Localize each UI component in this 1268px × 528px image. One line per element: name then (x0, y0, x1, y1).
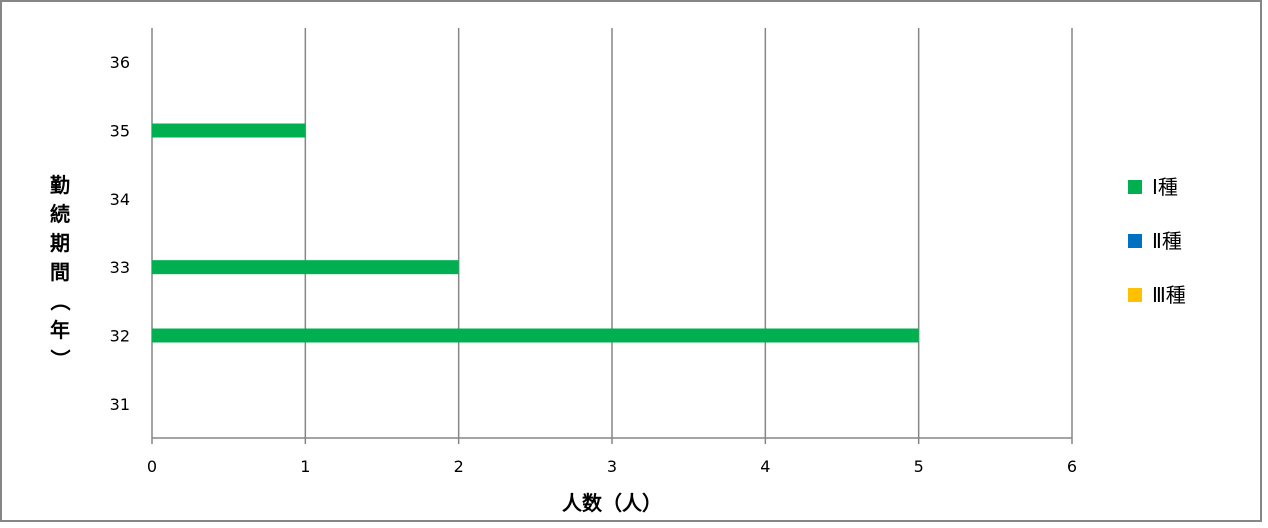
y-tick-label: 36 (110, 53, 130, 72)
y-axis-ticks: 31 32 33 34 35 36 (110, 53, 130, 414)
x-tick-label: 6 (1067, 457, 1077, 476)
bar-32 (152, 328, 919, 343)
y-axis-title-char: 間 (50, 260, 70, 284)
legend-label: Ⅲ種 (1152, 283, 1186, 307)
x-tick-label: 0 (147, 457, 157, 476)
y-tick-label: 31 (110, 395, 130, 414)
y-axis-title-char: 勤 (50, 173, 70, 197)
x-tick-label: 5 (914, 457, 924, 476)
y-axis-title-char: 年 (50, 318, 70, 342)
y-tick-label: 35 (110, 122, 130, 141)
legend-swatch (1128, 180, 1142, 194)
gridlines (151, 28, 1073, 444)
y-tick-label: 32 (110, 327, 130, 346)
legend-swatch (1128, 288, 1142, 302)
x-axis-ticks: 0 1 2 3 4 5 6 (147, 457, 1077, 476)
y-tick-label: 33 (110, 258, 130, 277)
legend-label: Ⅰ種 (1152, 175, 1178, 199)
bar-33 (152, 260, 459, 275)
y-axis-title-char: （ (48, 291, 72, 311)
legend-swatch (1128, 234, 1142, 248)
x-tick-label: 3 (607, 457, 617, 476)
y-axis-title-char: 続 (50, 202, 70, 226)
bars (152, 123, 919, 343)
x-tick-label: 2 (454, 457, 464, 476)
x-tick-label: 4 (760, 457, 770, 476)
y-tick-label: 34 (110, 190, 130, 209)
legend-label: Ⅱ種 (1152, 229, 1182, 253)
legend: Ⅰ種 Ⅱ種 Ⅲ種 (1128, 175, 1186, 307)
x-axis-title: 人数（人） (562, 491, 662, 515)
y-axis-title-char: 期 (50, 231, 70, 255)
y-axis-title-char: ） (48, 349, 72, 369)
bar-35 (152, 123, 306, 138)
x-tick-label: 1 (300, 457, 310, 476)
